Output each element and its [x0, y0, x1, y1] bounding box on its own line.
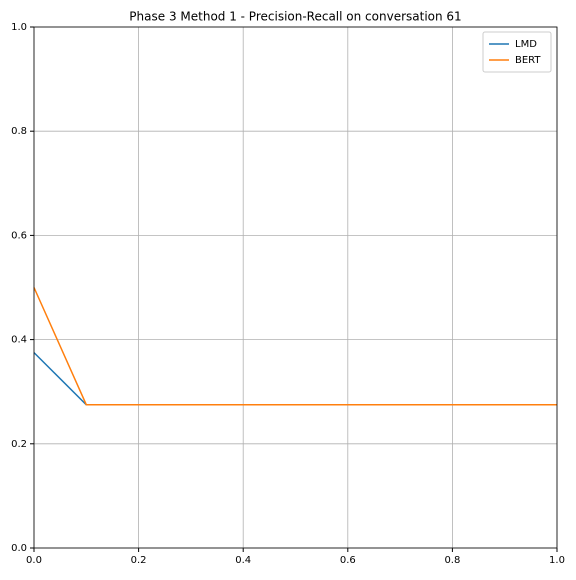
x-tick-label: 0.2 [131, 555, 147, 566]
y-tick-label: 1.0 [11, 22, 27, 33]
line-series [33, 287, 557, 406]
x-tick-label: 0.8 [444, 555, 460, 566]
x-tick-label: 0.6 [340, 555, 356, 566]
y-tick-label: 0.0 [11, 543, 27, 554]
legend-label: BERT [515, 55, 541, 66]
chart-title: Phase 3 Method 1 - Precision-Recall on c… [129, 10, 461, 24]
x-tick-label: 1.0 [549, 555, 565, 566]
legend-label: LMD [515, 39, 537, 50]
x-tick-label: 0.4 [235, 555, 251, 566]
x-tick-label: 0.0 [26, 555, 42, 566]
y-tick-label: 0.6 [11, 230, 27, 241]
y-tick-label: 0.8 [11, 126, 27, 137]
y-tick-label: 0.2 [11, 439, 27, 450]
y-tick-label: 0.4 [11, 335, 27, 346]
plot-frame [33, 26, 558, 549]
legend: LMD BERT [482, 31, 552, 73]
legend-box [482, 31, 552, 73]
